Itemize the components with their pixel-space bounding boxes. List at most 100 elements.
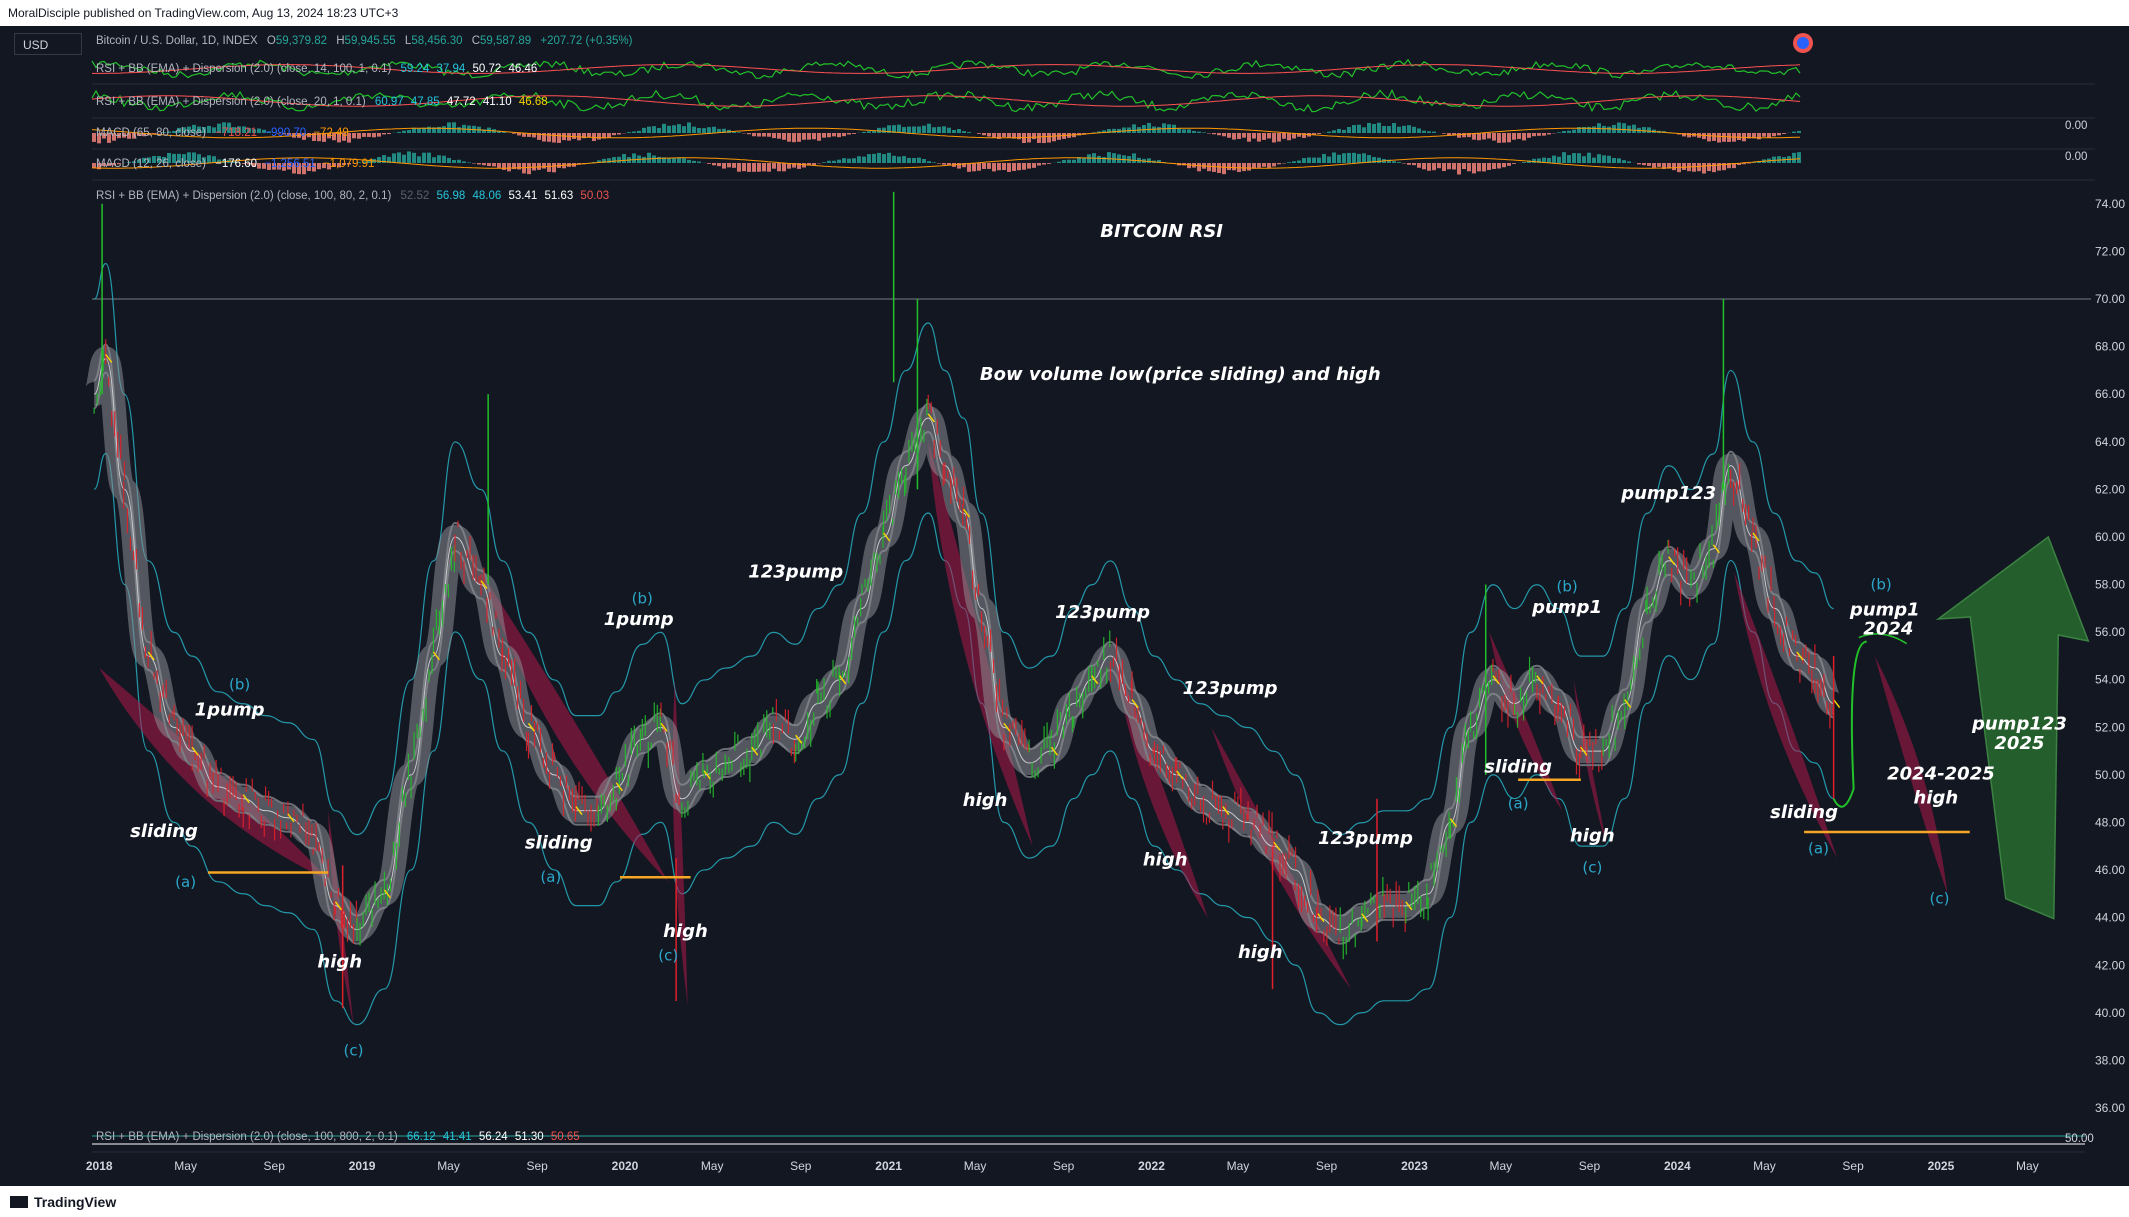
macd-histogram-bar [1547, 158, 1551, 163]
macd-histogram-bar [912, 157, 916, 163]
macd-histogram-bar [1027, 163, 1031, 169]
macd-histogram-bar [657, 156, 661, 163]
macd-histogram-bar [1252, 133, 1256, 139]
macd-histogram-bar [107, 133, 111, 143]
footer-bar: TradingView [0, 1186, 2129, 1217]
macd-histogram-bar [377, 157, 381, 163]
pane-legend-1-v2: 37.94 [436, 63, 466, 75]
macd-histogram-bar [177, 127, 181, 133]
macd-histogram-bar [882, 154, 886, 163]
currency-selector[interactable]: USD [14, 33, 82, 55]
macd-histogram-bar [872, 153, 876, 163]
macd-histogram-bar [942, 126, 946, 133]
rsi-highlight [480, 580, 488, 590]
macd-histogram-bar [1627, 161, 1631, 163]
macd-histogram-bar [1647, 127, 1651, 133]
symbol-name: Bitcoin / U.S. Dollar, 1D, INDEX [96, 35, 258, 47]
macd-histogram-bar [1462, 133, 1466, 138]
annotation-label: sliding [1770, 802, 1838, 823]
macd-histogram-bar [1057, 161, 1061, 163]
macd-histogram-bar [1637, 163, 1641, 165]
macd-histogram-bar [1692, 163, 1696, 172]
macd-histogram-bar [117, 163, 121, 165]
macd-histogram-bar [347, 133, 351, 143]
macd-histogram-bar [1017, 163, 1021, 171]
macd-histogram-bar [337, 163, 341, 168]
rsi-highlight [1536, 675, 1544, 685]
pane-legend-5-v3: 48.06 [472, 190, 502, 202]
macd-histogram-bar [1407, 163, 1411, 165]
pane-legend-2-title: RSI + BB (EMA) + Dispersion (2.0) (close… [96, 96, 366, 108]
tradingview-logo[interactable]: TradingView [10, 1194, 116, 1210]
rsi-highlight [105, 354, 113, 363]
x-tick-label: May [964, 1159, 987, 1173]
macd-histogram-bar [597, 133, 601, 140]
macd-histogram-bar [187, 152, 191, 163]
macd-histogram-bar [777, 163, 781, 172]
macd-histogram-bar [942, 163, 946, 165]
macd-histogram-bar [1252, 163, 1256, 169]
macd-histogram-bar [1572, 153, 1576, 163]
macd-histogram-bar [457, 127, 461, 133]
macd-histogram-bar [1627, 125, 1631, 133]
macd-histogram-bar [1567, 155, 1571, 163]
macd-histogram-bar [437, 155, 441, 163]
macd-histogram-bar [202, 157, 206, 163]
pane-legend-6[interactable]: RSI + BB (EMA) + Dispersion (2.0) (close… [96, 1131, 580, 1143]
macd-histogram-bar [1532, 133, 1536, 137]
annotation-label: high [1143, 849, 1188, 870]
macd-histogram-bar [922, 158, 926, 163]
macd-histogram-bar [162, 156, 166, 163]
macd-histogram-bar [1622, 123, 1626, 133]
pane-legend-6-v4: 51.30 [514, 1131, 544, 1143]
macd-histogram-bar [1542, 157, 1546, 163]
rsi-highlight [1222, 806, 1230, 816]
macd-histogram-bar [697, 161, 701, 163]
rsi-highlight [795, 734, 803, 744]
macd-histogram-bar [127, 133, 131, 139]
macd-histogram-bar [407, 130, 411, 133]
macd-histogram-bar [862, 131, 866, 133]
macd-histogram-bar [1537, 158, 1541, 163]
macd-histogram-bar [902, 156, 906, 163]
open-label: O [266, 35, 276, 47]
rsi-highlight [1091, 675, 1099, 685]
macd-histogram-bar [1432, 131, 1436, 133]
macd-histogram-bar [142, 157, 146, 163]
macd-histogram-bar [332, 133, 336, 141]
pane-legend-2[interactable]: RSI + BB (EMA) + Dispersion (2.0) (close… [96, 96, 548, 108]
macd-histogram-bar [882, 127, 886, 133]
pane-legend-1-title: RSI + BB (EMA) + Dispersion (2.0) (close… [96, 63, 392, 75]
macd-histogram-bar [1302, 133, 1306, 139]
macd-histogram-bar [247, 127, 251, 133]
macd-histogram-bar [457, 159, 461, 163]
macd-histogram-bar [327, 133, 331, 139]
macd-histogram-bar [1182, 129, 1186, 133]
rsi-highlight [751, 746, 759, 756]
macd-histogram-bar [1277, 133, 1281, 142]
symbol-legend[interactable]: Bitcoin / U.S. Dollar, 1D, INDEX O59,379… [96, 35, 632, 47]
macd-histogram-bar [1122, 127, 1126, 133]
close-label: C [471, 35, 481, 47]
pane-legend-4[interactable]: MACD (12, 26, close) −176.60 −1,256.51 −… [96, 158, 374, 170]
pane-legend-1[interactable]: RSI + BB (EMA) + Dispersion (2.0) (close… [96, 63, 537, 75]
pane-legend-3-v1: −718.21 [215, 127, 258, 139]
low-value: 58,456.30 [411, 35, 463, 47]
macd-histogram-bar [1372, 124, 1376, 133]
macd-histogram-bar [822, 133, 826, 138]
macd-histogram-bar [807, 133, 811, 140]
wave-label: (b) [229, 675, 250, 693]
macd-histogram-bar [92, 163, 96, 169]
pane-legend-3[interactable]: MACD (65, 80, close) −718.21 −990.70 −72… [96, 127, 349, 139]
macd-histogram-bar [1032, 163, 1036, 168]
macd-histogram-bar [1717, 163, 1721, 171]
y-tick-label: 50.00 [2095, 768, 2125, 782]
macd-histogram-bar [887, 125, 891, 133]
rsi-highlight [1003, 722, 1011, 732]
rsi-highlight [1833, 699, 1841, 708]
macd-histogram-bar [1687, 133, 1691, 138]
pane-legend-4-v2: −1,256.51 [264, 158, 316, 170]
macd-histogram-bar [517, 133, 521, 136]
macd-histogram-bar [1047, 133, 1051, 143]
pane-legend-5[interactable]: RSI + BB (EMA) + Dispersion (2.0) (close… [96, 190, 609, 202]
